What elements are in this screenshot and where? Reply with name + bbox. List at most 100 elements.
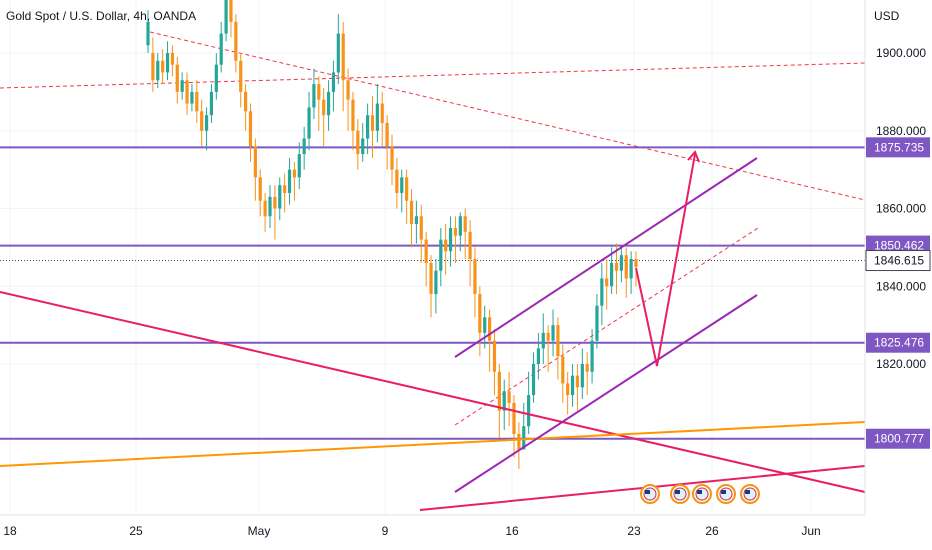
candle [146, 10, 150, 53]
candle [361, 122, 365, 162]
candle [195, 80, 199, 123]
candle-body [570, 375, 575, 396]
candle-body [453, 227, 458, 236]
candle-body [156, 60, 160, 81]
candle [209, 84, 214, 123]
candle [366, 103, 370, 155]
candle [463, 208, 467, 260]
candle-body [624, 255, 628, 279]
candle [219, 21, 223, 73]
drawings-back [0, 31, 866, 440]
candle [419, 204, 423, 263]
candle [380, 91, 384, 147]
candle [507, 371, 511, 427]
candle [570, 364, 575, 407]
price-tag[interactable]: 1800.777 [866, 428, 930, 449]
candle [624, 247, 628, 298]
price-axis[interactable]: 1900.000 1880.000 1860.000 1840.000 1820.000… [864, 0, 932, 515]
candle-body [161, 60, 165, 73]
candle [541, 313, 545, 364]
candle [292, 161, 296, 201]
candle [234, 14, 238, 73]
candle-body [551, 325, 555, 341]
candle-body [151, 53, 155, 81]
candle-body [351, 99, 355, 131]
candle [248, 103, 253, 162]
price-tick-label: 1860.000 [876, 202, 926, 216]
candle [214, 53, 218, 100]
time-tick-label: 16 [505, 524, 519, 538]
time-tick-label: 23 [627, 524, 641, 538]
price-tag-bg [866, 332, 930, 353]
candle-body [517, 433, 521, 450]
us-flag-icon[interactable] [716, 484, 736, 504]
candle [605, 259, 609, 310]
pink-downtrend-line [0, 291, 866, 493]
candle-body [346, 80, 350, 100]
time-axis[interactable]: 18 25 May 9 16 23 26 Jun [0, 514, 932, 550]
price-tag[interactable]: 1846.615 [865, 250, 931, 272]
time-tick-label: 9 [382, 524, 389, 538]
candle-body [610, 262, 614, 287]
us-flag-icon[interactable] [670, 484, 690, 504]
candle [244, 84, 248, 131]
candle-body [307, 107, 311, 139]
candle [478, 286, 482, 357]
candle-body [531, 364, 536, 396]
candle-body [585, 364, 589, 372]
candle-body [580, 364, 584, 388]
candle [341, 21, 345, 112]
candle-body [258, 177, 262, 201]
candle-body [478, 294, 482, 333]
candle-body [341, 33, 345, 81]
price-tick-label: 1900.000 [876, 46, 926, 60]
candle [312, 68, 316, 120]
candle [546, 325, 550, 372]
price-tag-label: 1850.462 [874, 239, 924, 253]
us-flag-icon[interactable] [640, 484, 660, 504]
orange-uptrend-line [0, 421, 866, 467]
candle-body [180, 80, 184, 92]
candle [258, 169, 262, 217]
candle-body [575, 375, 580, 388]
candle-body [507, 391, 511, 403]
candle-body [419, 216, 423, 240]
candle-body [605, 278, 609, 287]
candle-body [463, 216, 467, 232]
candle-body [502, 391, 506, 411]
candle-body [468, 231, 472, 260]
candle [492, 329, 497, 396]
candle-body [170, 53, 174, 65]
flag-canton [721, 490, 726, 494]
candle [263, 192, 267, 232]
candle [473, 247, 477, 318]
candle [229, 0, 233, 38]
time-tick-label: 26 [705, 524, 719, 538]
candle [375, 84, 379, 143]
candle-body [439, 239, 443, 271]
us-flag-icon[interactable] [692, 484, 712, 504]
candle [287, 157, 292, 205]
candle-body [292, 169, 296, 178]
candle [439, 227, 443, 287]
price-tag[interactable]: 1825.476 [866, 332, 930, 353]
candle-body [405, 177, 409, 201]
candle [200, 99, 204, 147]
price-tag[interactable]: 1875.735 [866, 137, 930, 158]
us-flag-icon[interactable] [740, 484, 760, 504]
candle-body [204, 115, 209, 131]
candle-body [492, 340, 497, 372]
candle-body [488, 317, 492, 341]
candle [512, 395, 516, 458]
candle-body [414, 216, 418, 225]
candle [351, 91, 355, 151]
price-tick-label: 1840.000 [876, 279, 926, 293]
candle-body [429, 262, 433, 295]
candle [307, 91, 311, 151]
candle-body [312, 84, 316, 108]
candle-body [336, 33, 340, 73]
time-tick-label: 18 [3, 524, 17, 538]
candle [531, 352, 536, 403]
candle [278, 177, 282, 221]
